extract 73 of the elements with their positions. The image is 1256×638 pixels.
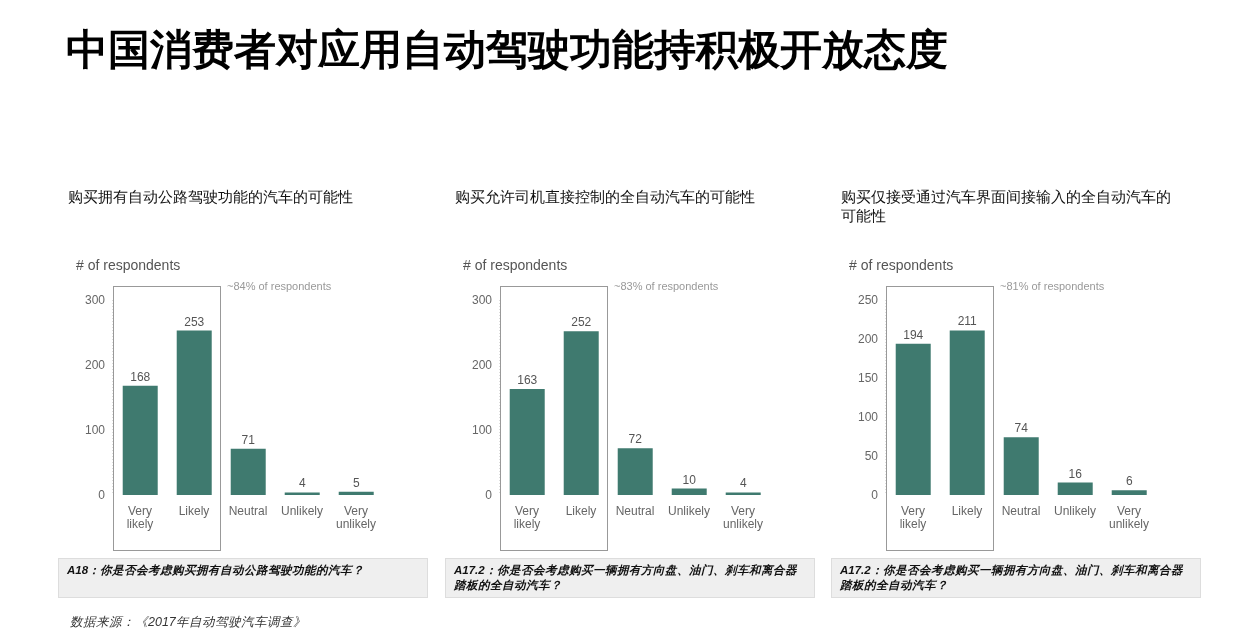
bar bbox=[617, 448, 653, 495]
bar bbox=[671, 488, 707, 495]
x-tick-label: Unlikely bbox=[667, 504, 711, 518]
y-tick-label: 0 bbox=[98, 488, 106, 503]
data-label: 252 bbox=[571, 315, 592, 330]
text: A17.2：你是否会考虑购买一辆拥有方向盘、油门、刹车和离合器踏板的全自动汽车？ bbox=[831, 558, 1201, 598]
data-label: 6 bbox=[1125, 474, 1133, 489]
y-tick-label: 50 bbox=[864, 449, 879, 464]
data-label: 211 bbox=[957, 314, 978, 329]
data-label: 168 bbox=[130, 369, 151, 384]
data-label: 253 bbox=[184, 314, 205, 329]
text: A18：你是否会考虑购买拥有自动公路驾驶功能的汽车？ bbox=[58, 558, 428, 598]
bar bbox=[895, 343, 931, 495]
y-tick-label: 100 bbox=[857, 410, 879, 425]
chart-title: 购买允许司机直接控制的全自动汽车的可能性 bbox=[455, 187, 756, 206]
data-label: 16 bbox=[1068, 466, 1083, 481]
data-label: 74 bbox=[1014, 421, 1029, 436]
bar bbox=[1111, 490, 1147, 495]
source-note: 数据来源：《2017年自动驾驶汽车调查》 bbox=[70, 614, 306, 631]
y-axis-title: # of respondents bbox=[849, 257, 954, 273]
y-tick-label: 0 bbox=[485, 488, 493, 503]
y-tick-label: 200 bbox=[857, 332, 879, 347]
x-tick-label: Likely bbox=[565, 504, 597, 518]
data-label: 5 bbox=[352, 475, 360, 490]
data-label: 10 bbox=[682, 472, 697, 487]
bar bbox=[284, 492, 320, 495]
x-tick-label: Unlikely bbox=[280, 504, 324, 518]
y-tick-label: 200 bbox=[471, 358, 493, 373]
y-axis-title: # of respondents bbox=[76, 257, 181, 273]
y-tick-label: 100 bbox=[471, 423, 493, 438]
x-tick-label: Likely bbox=[951, 504, 983, 518]
y-tick-label: 0 bbox=[871, 488, 879, 503]
bar bbox=[176, 330, 212, 495]
data-label: 4 bbox=[739, 476, 747, 491]
bar bbox=[725, 492, 761, 495]
y-tick-label: 100 bbox=[84, 423, 106, 438]
bar bbox=[230, 448, 266, 495]
chart-title: 购买仅接受通过汽车界面间接输入的全自动汽车的可能性 bbox=[841, 187, 1172, 225]
x-tick-label: Neutral bbox=[1001, 504, 1041, 518]
x-tick-label: Very likely bbox=[126, 504, 154, 531]
x-tick-label: Very unlikely bbox=[1108, 504, 1150, 531]
text: 中国消费者对应用自动驾驶功能持积极开放态度 bbox=[66, 25, 948, 75]
y-tick-label: 300 bbox=[84, 293, 106, 308]
x-tick-label: Likely bbox=[178, 504, 210, 518]
data-label: 163 bbox=[517, 373, 538, 388]
bar bbox=[1003, 437, 1039, 495]
bar bbox=[563, 331, 599, 495]
data-label: 194 bbox=[903, 327, 924, 342]
y-tick-label: 200 bbox=[84, 358, 106, 373]
x-tick-label: Unlikely bbox=[1053, 504, 1097, 518]
text: ~81% of respondents bbox=[1000, 280, 1105, 292]
x-tick-label: Neutral bbox=[228, 504, 268, 518]
bar bbox=[509, 389, 545, 495]
text: ~84% of respondents bbox=[227, 280, 332, 292]
x-tick-label: Very likely bbox=[513, 504, 541, 531]
data-label: 4 bbox=[298, 476, 306, 491]
text: A17.2：你是否会考虑购买一辆拥有方向盘、油门、刹车和离合器踏板的全自动汽车？ bbox=[445, 558, 815, 598]
y-tick-label: 150 bbox=[857, 371, 879, 386]
y-tick-label: 300 bbox=[471, 293, 493, 308]
bar bbox=[1057, 482, 1093, 495]
y-tick-label: 250 bbox=[857, 293, 879, 308]
data-label: 71 bbox=[241, 432, 256, 447]
x-tick-label: Very unlikely bbox=[335, 504, 377, 531]
y-axis-title: # of respondents bbox=[463, 257, 568, 273]
data-label: 72 bbox=[628, 432, 643, 447]
bar bbox=[338, 491, 374, 495]
chart-title: 购买拥有自动公路驾驶功能的汽车的可能性 bbox=[68, 187, 354, 206]
x-tick-label: Very unlikely bbox=[722, 504, 764, 531]
x-tick-label: Very likely bbox=[899, 504, 927, 531]
bar bbox=[122, 385, 158, 495]
bar bbox=[949, 330, 985, 495]
text: ~83% of respondents bbox=[614, 280, 719, 292]
x-tick-label: Neutral bbox=[615, 504, 655, 518]
